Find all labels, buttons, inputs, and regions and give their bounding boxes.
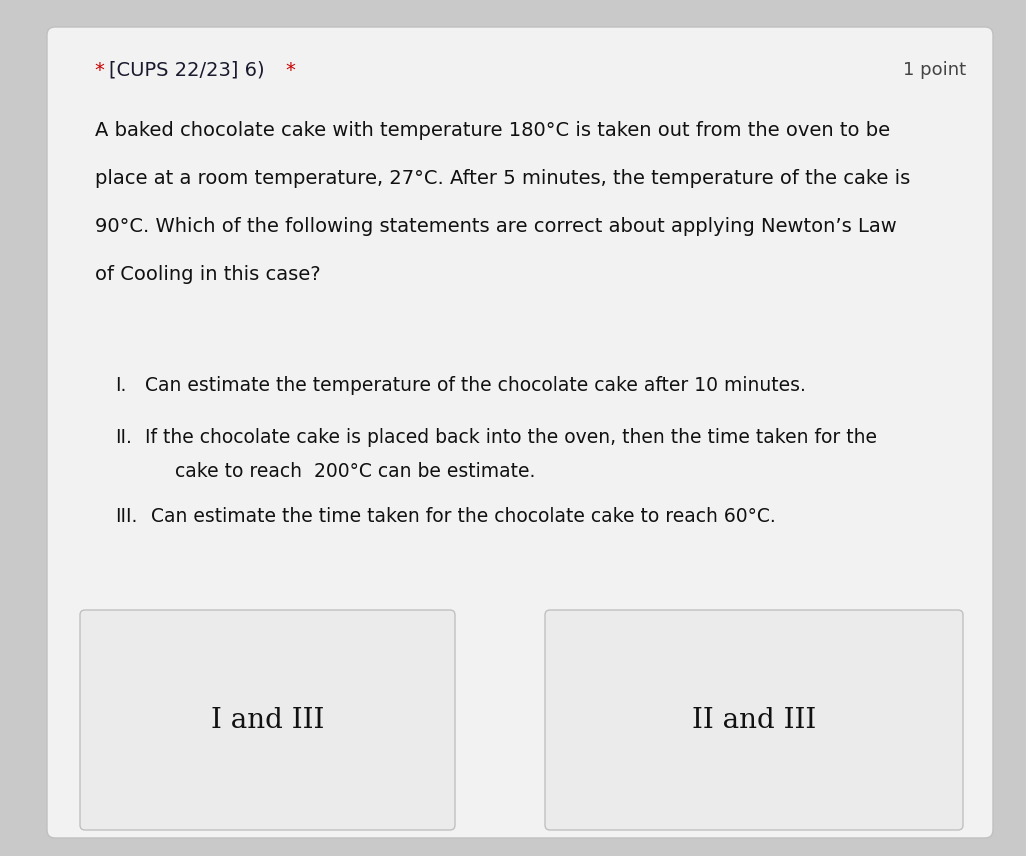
Text: cake to reach  200°C can be estimate.: cake to reach 200°C can be estimate. — [175, 461, 536, 480]
Text: I and III: I and III — [210, 706, 324, 734]
Text: A baked chocolate cake with temperature 180°C is taken out from the oven to be: A baked chocolate cake with temperature … — [95, 121, 891, 140]
Text: III.: III. — [115, 508, 137, 526]
Text: If the chocolate cake is placed back into the oven, then the time taken for the: If the chocolate cake is placed back int… — [145, 427, 877, 447]
Text: I.: I. — [115, 376, 126, 395]
Text: place at a room temperature, 27°C. After 5 minutes, the temperature of the cake : place at a room temperature, 27°C. After… — [95, 169, 910, 187]
FancyBboxPatch shape — [47, 27, 993, 838]
FancyBboxPatch shape — [545, 610, 963, 830]
Text: *: * — [285, 61, 294, 80]
Text: Can estimate the temperature of the chocolate cake after 10 minutes.: Can estimate the temperature of the choc… — [145, 376, 805, 395]
Text: II and III: II and III — [692, 706, 816, 734]
Text: II.: II. — [115, 427, 132, 447]
Text: of Cooling in this case?: of Cooling in this case? — [95, 265, 320, 283]
Text: [CUPS 22/23] 6): [CUPS 22/23] 6) — [109, 61, 271, 80]
Text: 1 point: 1 point — [903, 61, 966, 79]
Text: *: * — [95, 61, 111, 80]
FancyBboxPatch shape — [80, 610, 455, 830]
Text: Can estimate the time taken for the chocolate cake to reach 60°C.: Can estimate the time taken for the choc… — [151, 508, 776, 526]
Text: 90°C. Which of the following statements are correct about applying Newton’s Law: 90°C. Which of the following statements … — [95, 217, 897, 235]
